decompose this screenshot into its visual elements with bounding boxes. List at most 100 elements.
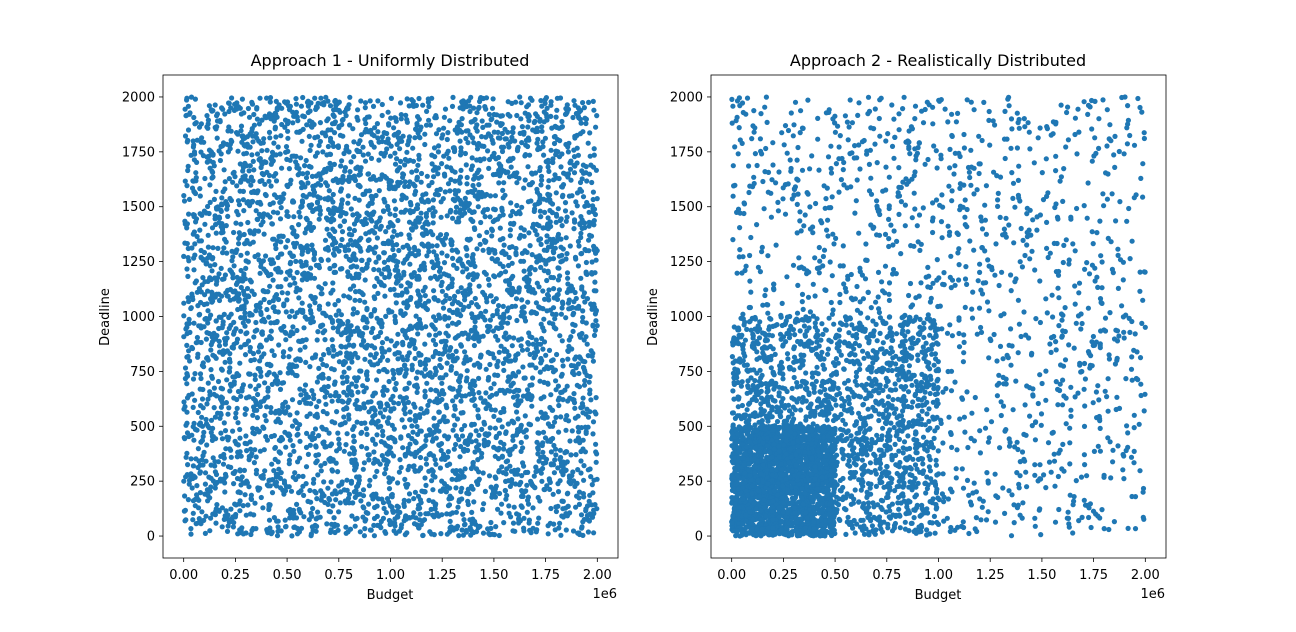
- left-scatter-point: [287, 282, 293, 288]
- left-scatter-point: [474, 146, 481, 152]
- left-scatter-point: [368, 352, 374, 358]
- left-scatter-point: [510, 394, 517, 400]
- left-scatter-point: [476, 104, 482, 110]
- left-scatter-point: [214, 124, 220, 130]
- left-scatter-point: [248, 279, 254, 285]
- left-scatter-point: [432, 506, 438, 512]
- left-scatter-point: [316, 433, 322, 439]
- left-scatter-point: [426, 183, 432, 189]
- left-scatter-point: [315, 509, 321, 515]
- left-scatter-point: [293, 109, 299, 115]
- left-scatter-point: [189, 291, 195, 297]
- left-scatter-point: [483, 106, 489, 112]
- left-scatter-point: [184, 266, 190, 272]
- left-scatter-point: [385, 357, 391, 363]
- left-scatter-point: [360, 267, 366, 273]
- left-scatter-point: [521, 315, 528, 321]
- left-scatter-point: [308, 531, 314, 537]
- left-scatter-point: [227, 388, 233, 394]
- left-scatter-point: [333, 240, 339, 246]
- left-scatter-point: [382, 240, 388, 247]
- left-scatter-point: [373, 177, 379, 183]
- left-scatter-point: [530, 127, 536, 133]
- left-scatter-point: [551, 419, 558, 425]
- left-scatter-point: [527, 95, 534, 101]
- left-scatter-point: [197, 227, 203, 233]
- left-scatter-point: [400, 445, 406, 451]
- left-scatter-point: [306, 517, 312, 523]
- left-scatter-point: [538, 409, 544, 415]
- left-scatter-point: [242, 323, 248, 329]
- left-scatter-point: [382, 457, 388, 463]
- left-scatter-point: [486, 111, 492, 117]
- left-scatter-point: [531, 473, 537, 479]
- left-scatter-point: [412, 489, 418, 495]
- left-scatter-point: [491, 381, 497, 387]
- left-scatter-point: [578, 470, 584, 476]
- left-scatter-point: [308, 435, 314, 441]
- left-scatter-point: [392, 150, 398, 156]
- left-scatter-point: [555, 206, 561, 212]
- left-scatter-point: [507, 483, 513, 489]
- left-scatter-point: [513, 387, 520, 393]
- left-scatter-point: [254, 216, 260, 222]
- left-scatter-point: [406, 219, 413, 225]
- left-scatter-point: [253, 454, 259, 460]
- left-scatter-point: [585, 140, 591, 146]
- left-scatter-point: [405, 448, 411, 455]
- left-scatter-point: [239, 133, 245, 139]
- left-scatter-point: [286, 354, 292, 360]
- left-scatter-point: [411, 103, 417, 109]
- left-scatter-point: [472, 324, 478, 330]
- left-scatter-point: [432, 295, 438, 301]
- left-scatter-point: [213, 205, 220, 211]
- left-scatter-point: [557, 138, 563, 144]
- left-scatter-point: [294, 165, 300, 171]
- left-scatter-point: [472, 518, 478, 525]
- left-scatter-point: [353, 383, 359, 389]
- left-scatter-point: [446, 502, 453, 508]
- left-scatter-point: [397, 370, 403, 376]
- left-scatter-point: [393, 300, 399, 306]
- left-scatter-point: [336, 483, 342, 489]
- left-scatter-point: [335, 329, 341, 335]
- left-scatter-point: [264, 95, 270, 101]
- left-scatter-point: [450, 427, 456, 433]
- left-x-axis-label: Budget: [367, 588, 414, 603]
- left-scatter-point: [341, 293, 347, 299]
- left-scatter-point: [502, 356, 509, 362]
- left-scatter-point: [417, 127, 423, 133]
- left-scatter-point: [303, 464, 310, 470]
- left-scatter-point: [476, 233, 482, 239]
- left-scatter-point: [186, 316, 192, 322]
- left-scatter-point: [569, 428, 575, 434]
- left-scatter-point: [571, 299, 577, 305]
- left-scatter-point: [382, 471, 388, 477]
- left-scatter-point: [551, 286, 557, 292]
- left-scatter-point: [382, 349, 388, 355]
- left-scatter-point: [488, 385, 494, 391]
- left-scatter-point: [470, 135, 476, 141]
- left-scatter-point: [205, 125, 211, 131]
- left-scatter-point: [430, 220, 436, 226]
- left-scatter-point: [258, 264, 264, 270]
- left-scatter-point: [210, 245, 216, 251]
- left-scatter-point: [208, 475, 214, 481]
- left-scatter-point: [306, 133, 312, 139]
- left-scatter-point: [406, 343, 413, 349]
- left-scatter-point: [237, 527, 243, 533]
- left-scatter-point: [433, 317, 439, 323]
- left-scatter-point: [287, 437, 293, 443]
- left-scatter-point: [182, 178, 188, 184]
- left-scatter-point: [257, 448, 263, 454]
- left-scatter-point: [489, 227, 495, 234]
- left-scatter-point: [335, 179, 341, 185]
- left-scatter-point: [348, 237, 354, 243]
- left-scatter-point: [463, 438, 469, 444]
- left-scatter-point: [264, 527, 270, 533]
- left-scatter-point: [374, 275, 380, 281]
- left-scatter-point: [181, 198, 188, 204]
- left-scatter-point: [345, 177, 351, 183]
- left-scatter-point: [557, 273, 563, 279]
- left-scatter-point: [358, 132, 365, 138]
